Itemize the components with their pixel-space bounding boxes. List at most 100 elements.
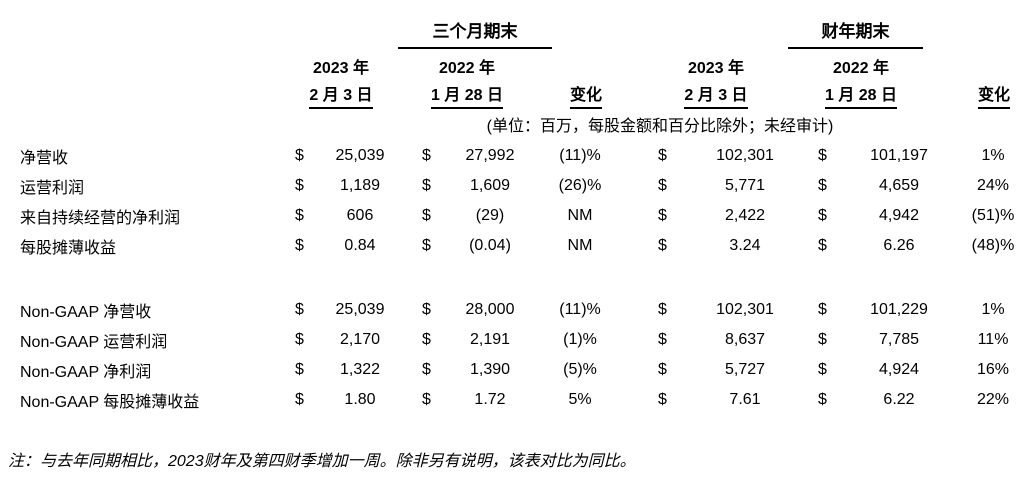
currency-symbol: $ bbox=[295, 177, 304, 194]
currency-symbol: $ bbox=[422, 177, 431, 194]
currency-symbol: $ bbox=[422, 361, 431, 378]
value-cell: 2,170 bbox=[339, 331, 381, 348]
table-row: Non-GAAP 净利润 $ 1,322 $ 1,390 (5)% $ 5,72… bbox=[0, 355, 1026, 385]
change-cell: 1% bbox=[981, 301, 1005, 318]
currency-symbol: $ bbox=[295, 331, 304, 348]
currency-symbol: $ bbox=[658, 331, 667, 348]
currency-symbol: $ bbox=[818, 361, 827, 378]
column-header-q-2023-year: 2023 年 bbox=[312, 60, 370, 77]
row-label: 运营利润 bbox=[20, 180, 85, 197]
row-label: 每股摊薄收益 bbox=[20, 240, 117, 257]
value-cell: 27,992 bbox=[465, 147, 515, 164]
group-header-three-months-ended: 三个月期末 bbox=[398, 17, 552, 49]
change-cell: (11)% bbox=[559, 301, 601, 318]
column-header-fy-change: 变化 bbox=[934, 86, 1036, 109]
change-cell: 22% bbox=[976, 391, 1010, 408]
currency-symbol: $ bbox=[818, 331, 827, 348]
value-cell: 6.26 bbox=[883, 237, 915, 254]
column-header-fy-2023-date-text: 2 月 3 日 bbox=[684, 86, 748, 109]
table-row: 净营收 $ 25,039 $ 27,992 (11)% $ 102,301 $ … bbox=[0, 141, 1026, 171]
row-label: 净营收 bbox=[20, 150, 69, 167]
value-cell: 2,191 bbox=[469, 331, 511, 348]
change-cell: (51)% bbox=[971, 207, 1015, 224]
currency-symbol: $ bbox=[422, 331, 431, 348]
value-cell: 1,322 bbox=[339, 361, 381, 378]
value-cell: 1,609 bbox=[469, 177, 511, 194]
value-cell: 4,924 bbox=[878, 361, 920, 378]
column-header-q-change: 变化 bbox=[526, 86, 646, 109]
column-header-q-2022-date-text: 1 月 28 日 bbox=[430, 86, 504, 109]
column-header-q-change-text: 变化 bbox=[569, 86, 602, 109]
value-cell: 1,189 bbox=[339, 177, 381, 194]
row-label: Non-GAAP 净营收 bbox=[20, 304, 152, 321]
change-cell: (26)% bbox=[558, 177, 602, 194]
value-cell: (29) bbox=[475, 207, 505, 224]
value-cell: 102,301 bbox=[716, 147, 774, 164]
value-cell: 606 bbox=[346, 207, 374, 224]
currency-symbol: $ bbox=[658, 237, 667, 254]
currency-symbol: $ bbox=[422, 207, 431, 224]
currency-symbol: $ bbox=[295, 207, 304, 224]
value-cell: 5,727 bbox=[724, 361, 766, 378]
row-label: 来自持续经营的净利润 bbox=[20, 210, 181, 227]
currency-symbol: $ bbox=[422, 237, 431, 254]
change-cell: (5)% bbox=[563, 361, 597, 378]
change-cell: (48)% bbox=[971, 237, 1015, 254]
change-cell: 24% bbox=[976, 177, 1010, 194]
currency-symbol: $ bbox=[658, 361, 667, 378]
currency-symbol: $ bbox=[658, 147, 667, 164]
column-header-q-2023-date-text: 2 月 3 日 bbox=[309, 86, 373, 109]
table-row: 来自持续经营的净利润 $ 606 $ (29) NM $ 2,422 $ 4,9… bbox=[0, 201, 1026, 231]
column-header-fy-2022-year: 2022 年 bbox=[832, 60, 890, 77]
change-cell: 11% bbox=[977, 331, 1009, 348]
value-cell: 4,659 bbox=[878, 177, 920, 194]
currency-symbol: $ bbox=[818, 237, 827, 254]
currency-symbol: $ bbox=[658, 301, 667, 318]
currency-symbol: $ bbox=[295, 301, 304, 318]
currency-symbol: $ bbox=[658, 391, 667, 408]
column-header-fy-2023-year: 2023 年 bbox=[687, 60, 745, 77]
units-note: (单位：百万，每股金额和百分比除外；未经审计) bbox=[486, 118, 834, 135]
currency-symbol: $ bbox=[658, 207, 667, 224]
change-cell: NM bbox=[567, 237, 593, 254]
change-cell: (1)% bbox=[563, 331, 597, 348]
row-label: Non-GAAP 每股摊薄收益 bbox=[20, 394, 200, 411]
value-cell: 3.24 bbox=[729, 237, 761, 254]
currency-symbol: $ bbox=[818, 147, 827, 164]
column-header-fy-change-text: 变化 bbox=[977, 86, 1010, 109]
currency-symbol: $ bbox=[295, 361, 304, 378]
column-header-fy-2023-date: 2 月 3 日 bbox=[656, 86, 776, 109]
group-header-fiscal-year-ended: 财年期末 bbox=[788, 17, 923, 49]
value-cell: 0.84 bbox=[344, 237, 376, 254]
value-cell: 1.72 bbox=[474, 391, 506, 408]
value-cell: 1.80 bbox=[344, 391, 376, 408]
value-cell: 7,785 bbox=[878, 331, 920, 348]
row-label: Non-GAAP 运营利润 bbox=[20, 334, 168, 351]
value-cell: 25,039 bbox=[335, 147, 385, 164]
value-cell: 4,942 bbox=[878, 207, 920, 224]
value-cell: 5,771 bbox=[724, 177, 766, 194]
column-header-q-2023-date: 2 月 3 日 bbox=[281, 86, 401, 109]
currency-symbol: $ bbox=[658, 177, 667, 194]
financial-table-body: 净营收 $ 25,039 $ 27,992 (11)% $ 102,301 $ … bbox=[0, 141, 1026, 415]
change-cell: NM bbox=[567, 207, 593, 224]
currency-symbol: $ bbox=[818, 207, 827, 224]
currency-symbol: $ bbox=[422, 301, 431, 318]
table-row: 运营利润 $ 1,189 $ 1,609 (26)% $ 5,771 $ 4,6… bbox=[0, 171, 1026, 201]
value-cell: 25,039 bbox=[335, 301, 385, 318]
currency-symbol: $ bbox=[818, 177, 827, 194]
section-gap bbox=[0, 261, 1026, 295]
currency-symbol: $ bbox=[295, 147, 304, 164]
column-header-fy-2022-date-text: 1 月 28 日 bbox=[824, 86, 898, 109]
value-cell: 1,390 bbox=[469, 361, 511, 378]
column-header-q-2022-year: 2022 年 bbox=[438, 60, 496, 77]
value-cell: 101,229 bbox=[870, 301, 928, 318]
table-row: 每股摊薄收益 $ 0.84 $ (0.04) NM $ 3.24 $ 6.26 … bbox=[0, 231, 1026, 261]
table-row: Non-GAAP 净营收 $ 25,039 $ 28,000 (11)% $ 1… bbox=[0, 295, 1026, 325]
row-label: Non-GAAP 净利润 bbox=[20, 364, 152, 381]
table-row: Non-GAAP 每股摊薄收益 $ 1.80 $ 1.72 5% $ 7.61 … bbox=[0, 385, 1026, 415]
table-row: Non-GAAP 运营利润 $ 2,170 $ 2,191 (1)% $ 8,6… bbox=[0, 325, 1026, 355]
column-header-q-2022-date: 1 月 28 日 bbox=[407, 86, 527, 109]
currency-symbol: $ bbox=[818, 391, 827, 408]
